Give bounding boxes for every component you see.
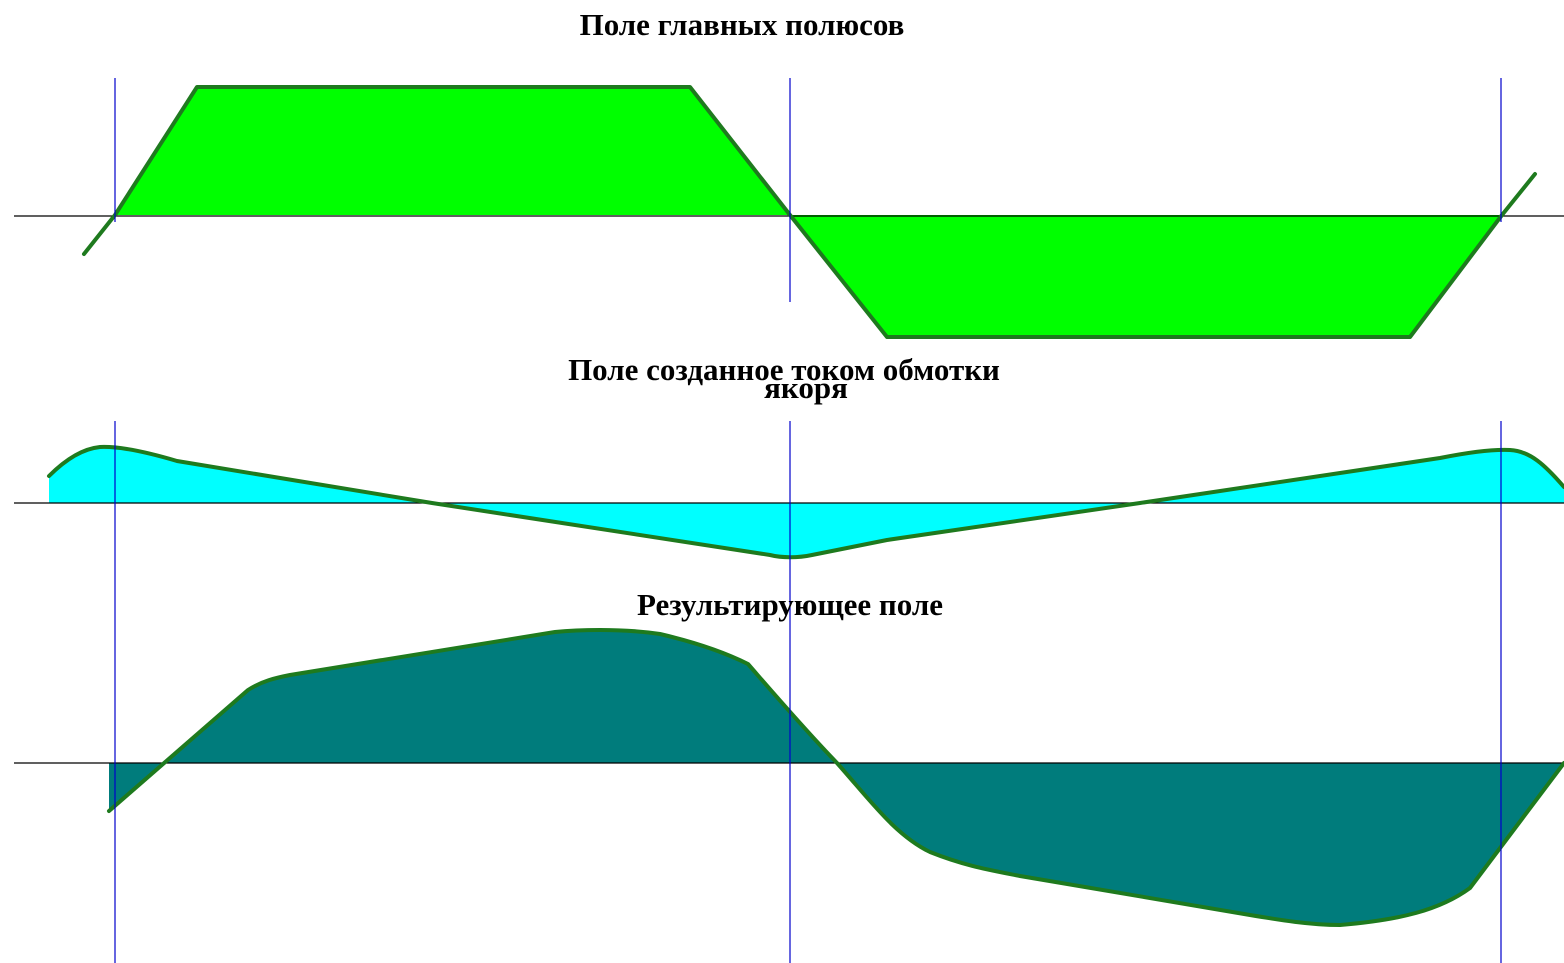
- armature-curve: [47, 444, 1564, 560]
- main-poles-negative-fill: [790, 215, 1502, 337]
- resultant-negative-fill: [837, 763, 1564, 925]
- pole-division-lines: [114, 78, 1502, 963]
- armature-fill: [49, 446, 1564, 558]
- armature-title-line2: якоря: [764, 370, 848, 405]
- armature-title-line1: Поле созданное током обмотки: [568, 352, 1000, 387]
- resultant-positive-fill: [163, 630, 837, 763]
- resultant-title: Результирующее поле: [637, 587, 943, 622]
- main-poles-positive-fill: [115, 87, 790, 215]
- resultant-panel: [14, 628, 1564, 927]
- resultant-curve: [107, 628, 1564, 927]
- main-poles-panel: [14, 85, 1564, 339]
- main-poles-title: Поле главных полюсов: [580, 7, 905, 42]
- armature-panel: [14, 444, 1564, 560]
